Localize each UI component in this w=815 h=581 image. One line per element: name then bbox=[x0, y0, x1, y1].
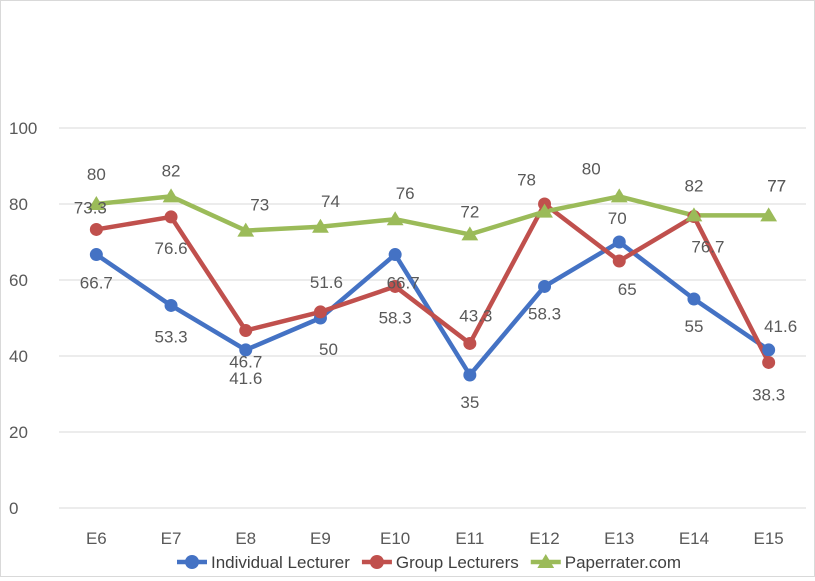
data-point-group-lecturers bbox=[612, 254, 626, 268]
data-label-paperrater-com: 77 bbox=[767, 176, 786, 195]
data-label-paperrater-com: 78 bbox=[517, 171, 536, 190]
data-label-individual-lecturer: 70 bbox=[608, 209, 627, 228]
data-point-group-lecturers bbox=[762, 355, 776, 369]
data-label-paperrater-com: 73 bbox=[250, 196, 269, 215]
data-label-paperrater-com: 82 bbox=[684, 176, 703, 195]
x-tick-label: E13 bbox=[604, 529, 634, 548]
data-point-paperrater-com bbox=[685, 207, 703, 222]
data-label-individual-lecturer: 58.3 bbox=[528, 304, 561, 323]
data-label-paperrater-com: 80 bbox=[582, 159, 601, 178]
data-label-group-lecturers: 51.6 bbox=[310, 273, 343, 292]
y-tick-label: 40 bbox=[9, 347, 28, 366]
data-point-paperrater-com bbox=[237, 222, 255, 237]
data-label-group-lecturers: 76.6 bbox=[155, 239, 188, 258]
data-point-paperrater-com bbox=[386, 211, 404, 226]
series-markers bbox=[87, 188, 778, 382]
legend-swatch-marker bbox=[185, 555, 199, 569]
data-point-group-lecturers bbox=[313, 305, 327, 319]
legend-item-paperrater-com[interactable]: Paperrater.com bbox=[530, 553, 681, 572]
x-axis-ticks: E6 E7 E8 E9 E10 E11 E12 E13 E14 E15 bbox=[86, 529, 784, 548]
data-label-paperrater-com: 76 bbox=[396, 184, 415, 203]
y-tick-label: 100 bbox=[9, 119, 37, 138]
legend-swatch-marker bbox=[537, 554, 555, 568]
x-tick-label: E14 bbox=[679, 529, 709, 548]
data-point-paperrater-com bbox=[162, 188, 180, 203]
data-point-group-lecturers bbox=[89, 222, 103, 236]
legend-swatch-marker bbox=[369, 555, 384, 569]
data-label-individual-lecturer: 35 bbox=[460, 393, 479, 412]
data-point-individual-lecturer bbox=[164, 298, 178, 312]
data-point-group-lecturers bbox=[388, 279, 402, 293]
data-label-paperrater-com: 80 bbox=[87, 165, 106, 184]
data-point-paperrater-com bbox=[312, 218, 329, 233]
y-tick-label: 20 bbox=[9, 423, 28, 442]
y-tick-label: 80 bbox=[9, 195, 28, 214]
data-point-paperrater-com bbox=[87, 196, 105, 210]
data-label-individual-lecturer: 66.7 bbox=[80, 274, 113, 293]
legend-item-individual-lecturer[interactable]: Individual Lecturer bbox=[177, 553, 350, 572]
data-point-paperrater-com bbox=[461, 226, 479, 241]
data-label-group-lecturers: 38.3 bbox=[752, 385, 785, 404]
data-label-individual-lecturer: 53.3 bbox=[155, 327, 188, 346]
x-tick-label: E7 bbox=[161, 529, 182, 548]
data-label-individual-lecturer: 41.6 bbox=[229, 369, 262, 388]
legend-label: Individual Lecturer bbox=[211, 553, 350, 572]
x-tick-label: E6 bbox=[86, 529, 107, 548]
data-point-individual-lecturer bbox=[762, 343, 776, 357]
data-point-paperrater-com bbox=[536, 203, 553, 218]
data-label-group-lecturers: 73.3 bbox=[74, 198, 107, 217]
data-point-paperrater-com bbox=[760, 207, 778, 222]
data-label-individual-lecturer: 41.6 bbox=[764, 317, 797, 336]
x-tick-label: E15 bbox=[754, 529, 784, 548]
x-tick-label: E12 bbox=[529, 529, 559, 548]
data-label-individual-lecturer: 55 bbox=[684, 317, 703, 336]
x-tick-label: E10 bbox=[380, 529, 410, 548]
data-label-group-lecturers: 43.3 bbox=[459, 306, 492, 325]
series-line-group-lecturers bbox=[95, 201, 771, 364]
data-point-individual-lecturer bbox=[612, 235, 626, 249]
data-point-paperrater-com bbox=[610, 188, 628, 203]
y-axis-ticks: 0 20 40 60 80 100 bbox=[9, 119, 37, 518]
data-point-group-lecturers bbox=[164, 210, 178, 224]
legend-item-group-lecturers[interactable]: Group Lecturers bbox=[361, 553, 519, 572]
data-point-individual-lecturer bbox=[538, 279, 552, 293]
y-tick-label: 0 bbox=[9, 499, 18, 518]
data-label-individual-lecturer: 66.7 bbox=[387, 274, 420, 293]
series-lines bbox=[95, 194, 771, 378]
x-tick-label: E11 bbox=[455, 529, 484, 548]
data-point-individual-lecturer bbox=[89, 248, 103, 262]
data-label-group-lecturers: 46.7 bbox=[229, 353, 262, 372]
data-point-group-lecturers bbox=[463, 336, 477, 350]
series-line-individual-lecturer bbox=[95, 239, 770, 378]
legend: Individual Lecturer Group Lecturers Paperr… bbox=[177, 553, 681, 572]
legend-label: Group Lecturers bbox=[396, 553, 519, 572]
data-label-group-lecturers: 65 bbox=[618, 280, 637, 299]
data-point-individual-lecturer bbox=[388, 248, 402, 262]
data-label-group-lecturers: 76.7 bbox=[691, 238, 724, 257]
series-line-paperrater-com bbox=[96, 194, 769, 237]
data-label-paperrater-com: 72 bbox=[460, 202, 479, 221]
legend-label: Paperrater.com bbox=[565, 553, 681, 572]
x-tick-label: E8 bbox=[235, 529, 256, 548]
data-label-paperrater-com: 74 bbox=[321, 192, 340, 211]
data-label-paperrater-com: 82 bbox=[162, 161, 181, 180]
data-point-individual-lecturer bbox=[239, 343, 253, 357]
data-labels: 66.7 53.3 41.6 50 66.7 35 58.3 70 55 41.6 73.3 76.6… bbox=[74, 159, 797, 412]
data-label-individual-lecturer: 50 bbox=[319, 340, 338, 359]
data-label-group-lecturers: 58.3 bbox=[379, 308, 412, 327]
data-point-group-lecturers bbox=[239, 324, 253, 338]
y-tick-label: 60 bbox=[9, 271, 28, 290]
data-point-individual-lecturer bbox=[463, 368, 477, 382]
data-point-individual-lecturer bbox=[687, 292, 701, 306]
data-label-paperrater-com: 77 bbox=[767, 176, 786, 195]
x-tick-label: E9 bbox=[310, 529, 331, 548]
